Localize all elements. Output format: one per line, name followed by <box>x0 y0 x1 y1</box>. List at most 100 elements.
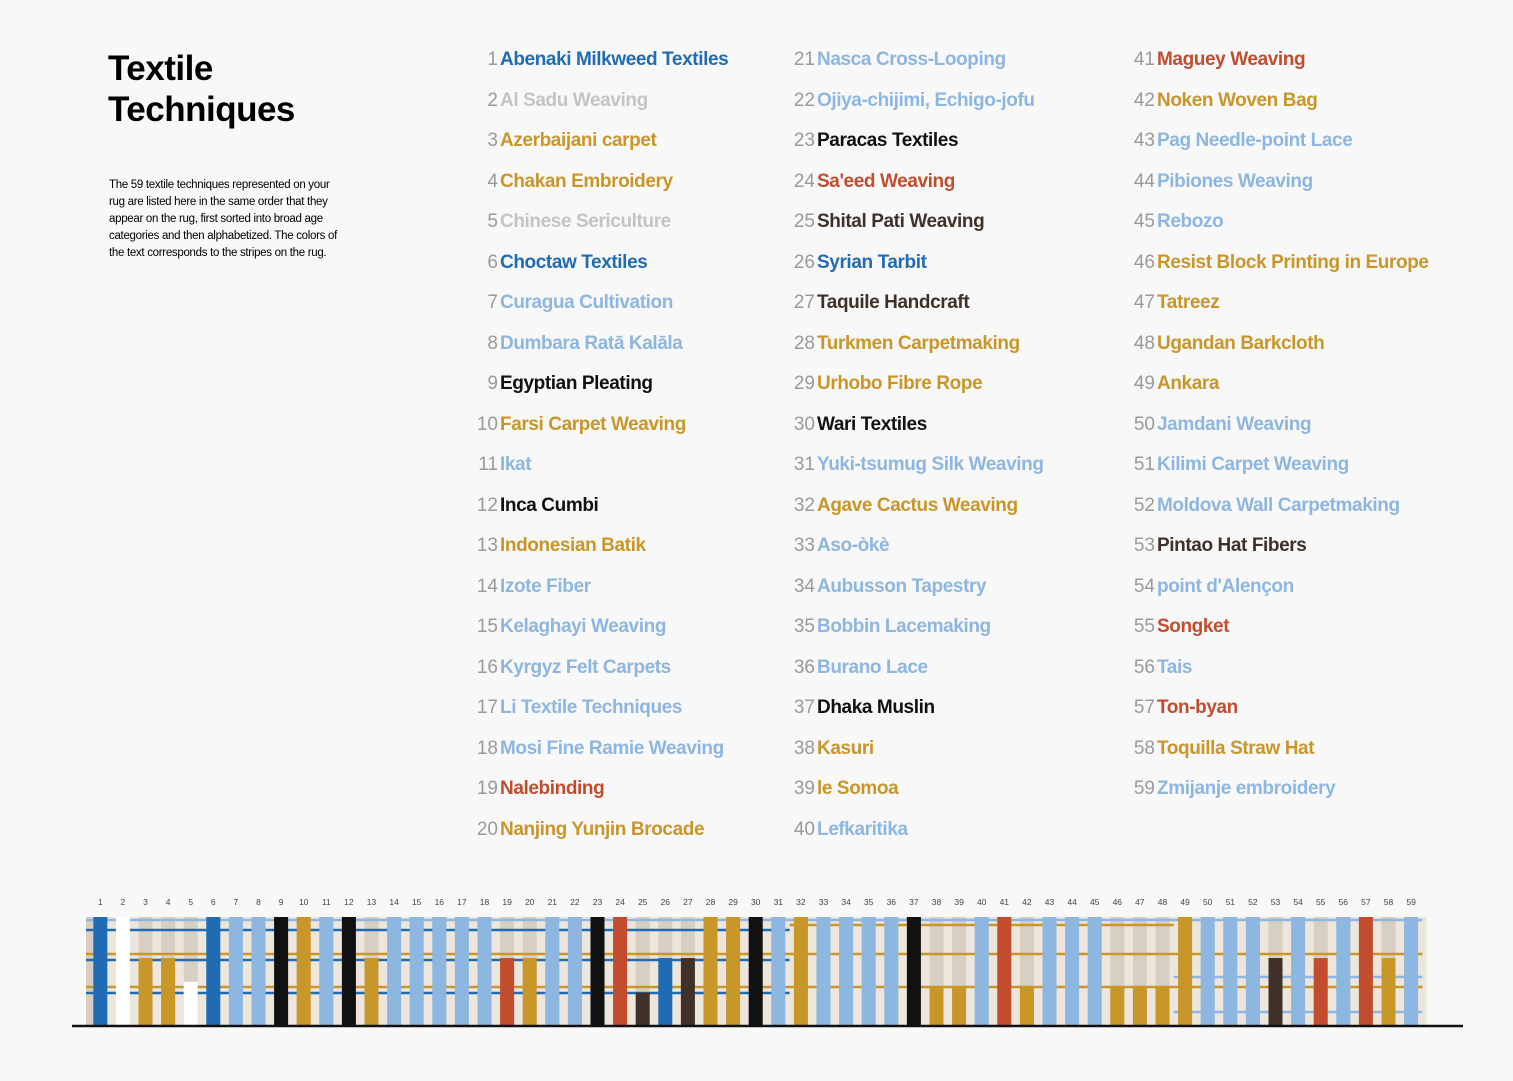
technique-number: 22 <box>793 89 815 111</box>
rug-gap-stripe <box>333 917 342 1025</box>
list-item: 27 Taquile Handcraft <box>779 283 1044 324</box>
technique-number: 30 <box>793 413 815 435</box>
tick-label-30: 30 <box>751 897 761 907</box>
list-item: 54 point d'Alençon <box>1119 567 1429 608</box>
technique-number: 51 <box>1133 454 1155 476</box>
rug-gap-stripe <box>491 917 501 1025</box>
tick-label-7: 7 <box>234 897 239 907</box>
bar-50 <box>1200 917 1215 1025</box>
technique-number: 26 <box>793 251 815 273</box>
technique-number: 49 <box>1133 373 1155 395</box>
bar-30 <box>748 917 763 1025</box>
technique-number: 17 <box>476 697 498 719</box>
list-item: 43 Pag Needle-point Lace <box>1119 121 1429 162</box>
technique-name: Inca Cumbi <box>500 494 599 516</box>
bar-55 <box>1313 958 1328 1025</box>
rug-gap-stripe <box>514 917 523 1025</box>
list-item: 40 Lefkaritika <box>779 810 1044 851</box>
bar-46 <box>1110 987 1125 1025</box>
tick-label-36: 36 <box>887 897 897 907</box>
rug-gap-stripe <box>943 917 953 1025</box>
bar-13 <box>364 958 379 1025</box>
technique-name: Chakan Embroidery <box>500 170 673 192</box>
list-item: 51 Kilimi Carpet Weaving <box>1119 445 1429 486</box>
list-item: 42 Noken Woven Bag <box>1119 81 1429 122</box>
list-item: 31 Yuki-tsumug Silk Weaving <box>779 445 1044 486</box>
list-item: 22 Ojiya-chijimi, Echigo-jofu <box>779 81 1044 122</box>
technique-number: 57 <box>1133 697 1155 719</box>
tick-label-17: 17 <box>457 897 467 907</box>
tick-label-4: 4 <box>166 897 171 907</box>
tick-label-3: 3 <box>143 897 148 907</box>
tick-label-34: 34 <box>841 897 851 907</box>
technique-name: Nasca Cross-Looping <box>817 49 1006 71</box>
list-item: 18 Mosi Fine Ramie Weaving <box>462 729 728 770</box>
tick-label-8: 8 <box>256 897 261 907</box>
bar-22 <box>567 917 582 1025</box>
technique-name: Azerbaijani carpet <box>500 130 657 152</box>
bar-45 <box>1087 917 1102 1025</box>
bar-28 <box>703 917 718 1025</box>
technique-number: 15 <box>476 616 498 638</box>
rug-gap-stripe <box>1418 917 1427 1025</box>
bar-36 <box>884 917 899 1025</box>
technique-name: Curagua Cultivation <box>500 292 673 314</box>
technique-name: Bobbin Lacemaking <box>817 616 991 638</box>
rug-gap-stripe <box>1395 917 1405 1025</box>
bar-37 <box>906 917 921 1025</box>
technique-number: 1 <box>487 49 498 71</box>
technique-name: Resist Block Printing in Europe <box>1157 251 1429 273</box>
list-item: 28 Turkmen Carpetmaking <box>779 324 1044 365</box>
list-item: 35 Bobbin Lacemaking <box>779 607 1044 648</box>
technique-name: Rebozo <box>1157 211 1224 233</box>
technique-name: Nanjing Yunjin Brocade <box>500 818 705 840</box>
rug-gap-stripe <box>1169 917 1179 1025</box>
tick-label-49: 49 <box>1180 897 1190 907</box>
technique-name: Ankara <box>1157 373 1220 395</box>
technique-number: 29 <box>793 373 815 395</box>
rug-gap-stripe <box>740 917 749 1025</box>
technique-name: Syrian Tarbit <box>817 251 927 273</box>
bar-32 <box>793 917 808 1025</box>
tick-label-47: 47 <box>1135 897 1145 907</box>
technique-name: Pintao Hat Fibers <box>1157 535 1307 557</box>
tick-label-44: 44 <box>1067 897 1077 907</box>
rug-gap-stripe <box>785 917 794 1025</box>
technique-name: Kelaghayi Weaving <box>500 616 667 638</box>
technique-name: Taquile Handcraft <box>817 292 970 314</box>
bar-14 <box>387 917 402 1025</box>
technique-name: Noken Woven Bag <box>1157 89 1318 111</box>
rug-gap-stripe <box>355 917 365 1025</box>
technique-number: 39 <box>793 778 815 800</box>
technique-number: 12 <box>476 494 498 516</box>
description-text: The 59 textile techniques represented on… <box>109 179 337 259</box>
tick-label-11: 11 <box>322 897 331 907</box>
bar-43 <box>1042 917 1057 1025</box>
technique-name: Turkmen Carpetmaking <box>817 332 1020 354</box>
rug-gap-stripe <box>468 917 478 1025</box>
technique-number: 18 <box>476 737 498 759</box>
bar-8 <box>251 917 266 1025</box>
tick-label-12: 12 <box>344 897 354 907</box>
list-item: 48 Ugandan Barkcloth <box>1119 324 1429 365</box>
tick-label-21: 21 <box>548 897 558 907</box>
bar-16 <box>432 917 447 1025</box>
bar-48 <box>1155 987 1170 1025</box>
tick-label-59: 59 <box>1406 897 1416 907</box>
bar-23 <box>590 917 605 1025</box>
tick-label-22: 22 <box>570 897 580 907</box>
rug-gap-stripe <box>1282 917 1292 1025</box>
rug-gap-stripe <box>265 917 275 1025</box>
technique-name: Sa'eed Weaving <box>817 170 955 192</box>
list-item: 58 Toquilla Straw Hat <box>1119 729 1429 770</box>
tick-label-48: 48 <box>1158 897 1168 907</box>
technique-name: Burano Lace <box>817 656 928 678</box>
bar-9 <box>274 917 289 1025</box>
rug-gap-stripe <box>242 917 252 1025</box>
bar-49 <box>1178 917 1193 1025</box>
tick-label-27: 27 <box>683 897 693 907</box>
list-item: 39 le Somoa <box>779 769 1044 810</box>
bar-12 <box>341 917 356 1025</box>
technique-number: 45 <box>1133 211 1155 233</box>
tick-label-23: 23 <box>593 897 603 907</box>
